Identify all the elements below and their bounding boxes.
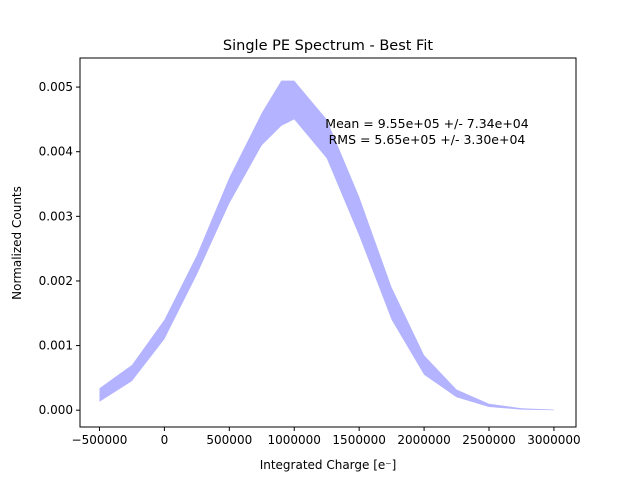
confidence-band — [99, 80, 554, 411]
y-tick-label: 0.002 — [39, 274, 73, 288]
x-axis: −500000 0 500000 1000000 1500000 2000000 25000… — [72, 427, 581, 447]
x-tick-label: −500000 — [72, 433, 128, 447]
x-tick-label: 1000000 — [268, 433, 321, 447]
plot-frame — [79, 57, 577, 428]
x-tick-label: 0 — [161, 433, 169, 447]
y-tick-label: 0.005 — [39, 80, 73, 94]
y-tick-label: 0.004 — [39, 145, 73, 159]
chart-title: Single PE Spectrum - Best Fit — [223, 38, 433, 54]
y-tick-label: 0.001 — [39, 339, 73, 353]
x-tick-label: 1500000 — [332, 433, 385, 447]
annotation-rms: RMS = 5.65e+05 +/- 3.30e+04 — [329, 132, 526, 147]
x-axis-label: Integrated Charge [e⁻] — [260, 458, 397, 472]
x-tick-label: 500000 — [206, 433, 252, 447]
plot-area — [99, 80, 554, 411]
y-tick-label: 0.003 — [39, 209, 73, 223]
annotation-mean: Mean = 9.55e+05 +/- 7.34e+04 — [325, 116, 528, 131]
y-tick-label: 0.000 — [39, 403, 73, 417]
y-axis-label: Normalized Counts — [10, 186, 24, 300]
x-tick-label: 3000000 — [527, 433, 580, 447]
y-axis: 0.000 0.001 0.002 0.003 0.004 0.005 — [39, 80, 80, 417]
x-tick-label: 2000000 — [397, 433, 450, 447]
x-tick-label: 2500000 — [462, 433, 515, 447]
